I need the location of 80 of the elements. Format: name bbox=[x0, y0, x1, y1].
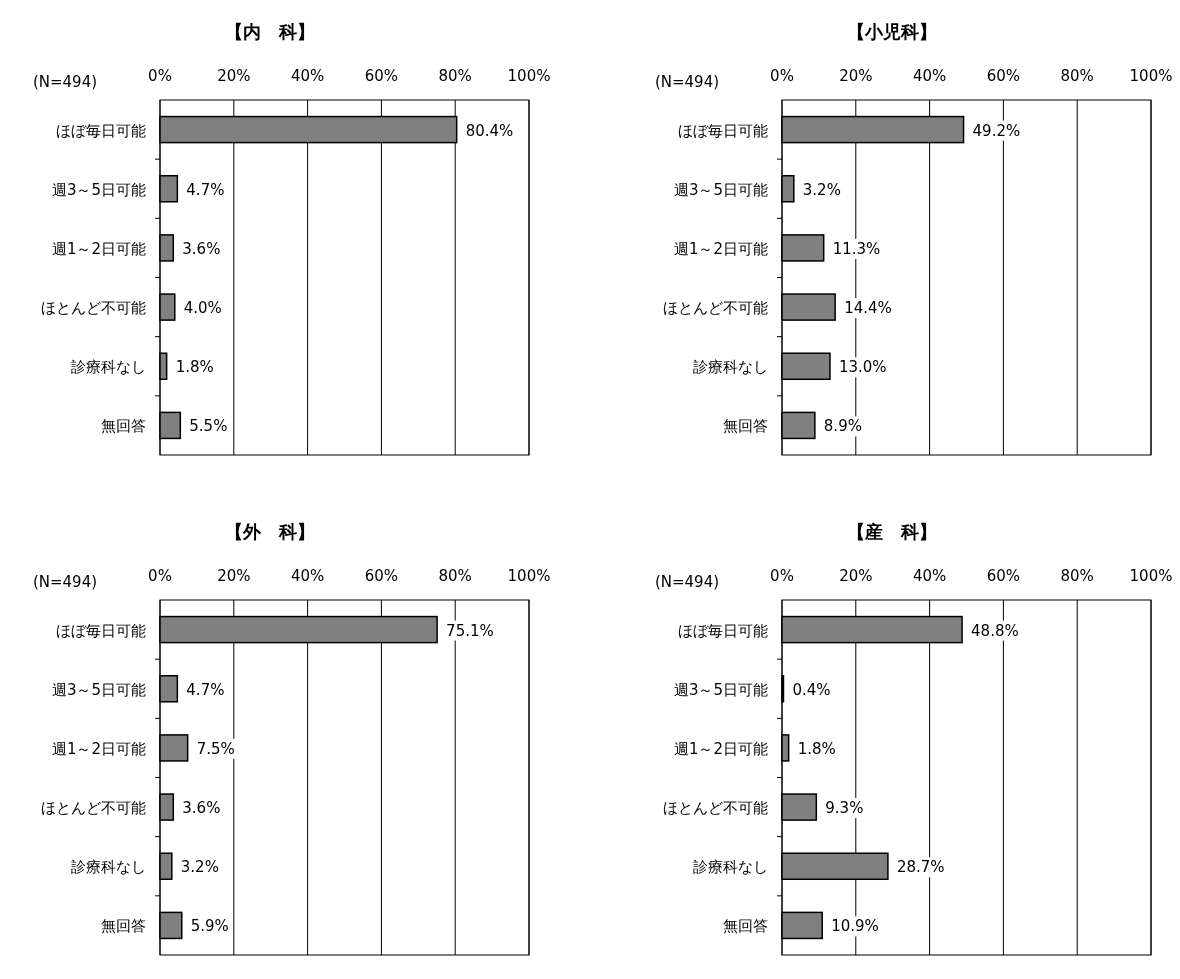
x-tick-label: 100% bbox=[507, 567, 551, 585]
text: (N=494) bbox=[32, 573, 98, 591]
x-tick-label: 20% bbox=[217, 67, 251, 85]
data-label: 8.9% bbox=[823, 417, 862, 436]
y-tick-label: 週1～2日可能 bbox=[673, 739, 768, 758]
data-label: 3.2% bbox=[180, 858, 219, 877]
x-tick-label: 20% bbox=[217, 567, 251, 585]
data-label: 14.4% bbox=[844, 299, 892, 318]
text: (N=494) bbox=[654, 573, 720, 591]
data-label: 3.2% bbox=[802, 180, 841, 199]
data-label: 1.8% bbox=[797, 739, 836, 758]
chart-title: 【産 科】 bbox=[847, 521, 937, 542]
x-tick-label: 0% bbox=[148, 67, 172, 85]
y-tick-label: 週1～2日可能 bbox=[51, 239, 146, 258]
y-tick-label: 週3～5日可能 bbox=[673, 180, 768, 199]
x-tick-label: 20% bbox=[839, 567, 873, 585]
x-tick-label: 40% bbox=[290, 567, 325, 585]
data-label: 28.7% bbox=[896, 858, 945, 877]
y-tick-label: 無回答 bbox=[101, 917, 146, 936]
x-tick-label: 60% bbox=[986, 567, 1021, 585]
y-tick-label: 週3～5日可能 bbox=[673, 680, 768, 699]
x-tick-label: 60% bbox=[986, 67, 1021, 85]
x-tick-label: 80% bbox=[438, 67, 472, 85]
data-label: 1.8% bbox=[175, 358, 214, 377]
data-label: 10.9% bbox=[831, 917, 879, 936]
y-tick-label: 無回答 bbox=[101, 417, 146, 436]
x-tick-label: 60% bbox=[364, 567, 399, 585]
data-label: 4.0% bbox=[183, 299, 222, 318]
data-label: 80.4% bbox=[465, 121, 514, 140]
y-tick-label: 週3～5日可能 bbox=[51, 180, 146, 199]
y-tick-label: ほぼ毎日可能 bbox=[678, 121, 768, 140]
y-tick-label: 無回答 bbox=[723, 917, 768, 936]
y-tick-label: ほとんど不可能 bbox=[41, 799, 146, 818]
data-label: 3.6% bbox=[182, 799, 221, 818]
data-label: 48.8% bbox=[971, 621, 1019, 640]
data-label: 4.7% bbox=[186, 680, 225, 699]
y-tick-label: 無回答 bbox=[723, 417, 768, 436]
y-tick-label: 週1～2日可能 bbox=[51, 739, 146, 758]
data-label: 0.4% bbox=[792, 680, 831, 699]
y-tick-label: ほぼ毎日可能 bbox=[56, 621, 146, 640]
data-label: 5.9% bbox=[190, 917, 229, 936]
chart-title: 【外 科】 bbox=[225, 521, 315, 542]
x-tick-label: 100% bbox=[1129, 567, 1173, 585]
data-label: 7.5% bbox=[196, 739, 235, 758]
chart-title: 【小児科】 bbox=[847, 21, 937, 42]
y-tick-label: ほぼ毎日可能 bbox=[56, 121, 146, 140]
data-label: 75.1% bbox=[446, 621, 494, 640]
data-label: 13.0% bbox=[838, 358, 887, 377]
y-tick-label: 診療科なし bbox=[71, 858, 146, 877]
data-label: 49.2% bbox=[972, 121, 1021, 140]
data-label: 9.3% bbox=[825, 799, 864, 818]
y-tick-label: ほぼ毎日可能 bbox=[678, 621, 768, 640]
x-tick-label: 80% bbox=[1060, 567, 1094, 585]
data-label: 3.6% bbox=[182, 239, 221, 258]
text: (N=494) bbox=[32, 73, 98, 91]
x-tick-label: 0% bbox=[770, 567, 794, 585]
x-tick-label: 80% bbox=[1060, 67, 1094, 85]
x-tick-label: 40% bbox=[912, 67, 947, 85]
data-label: 5.5% bbox=[189, 417, 228, 436]
x-tick-label: 100% bbox=[1129, 67, 1173, 85]
x-tick-label: 60% bbox=[364, 67, 399, 85]
y-tick-label: 診療科なし bbox=[71, 358, 146, 377]
data-label: 4.7% bbox=[186, 180, 225, 199]
data-label: 11.3% bbox=[832, 239, 881, 258]
y-tick-label: 週3～5日可能 bbox=[51, 680, 146, 699]
x-tick-label: 0% bbox=[148, 567, 172, 585]
chart-title: 【内 科】 bbox=[225, 21, 315, 42]
x-tick-label: 0% bbox=[770, 67, 794, 85]
x-tick-label: 80% bbox=[438, 567, 472, 585]
text: (N=494) bbox=[654, 73, 720, 91]
y-tick-label: ほとんど不可能 bbox=[663, 299, 768, 318]
x-tick-label: 20% bbox=[839, 67, 873, 85]
y-tick-label: 診療科なし bbox=[693, 858, 768, 877]
y-tick-label: 週1～2日可能 bbox=[673, 239, 768, 258]
x-tick-label: 40% bbox=[290, 67, 325, 85]
y-tick-label: ほとんど不可能 bbox=[663, 799, 768, 818]
y-tick-label: ほとんど不可能 bbox=[41, 299, 146, 318]
x-tick-label: 40% bbox=[912, 567, 947, 585]
y-tick-label: 診療科なし bbox=[693, 358, 768, 377]
x-tick-label: 100% bbox=[507, 67, 551, 85]
